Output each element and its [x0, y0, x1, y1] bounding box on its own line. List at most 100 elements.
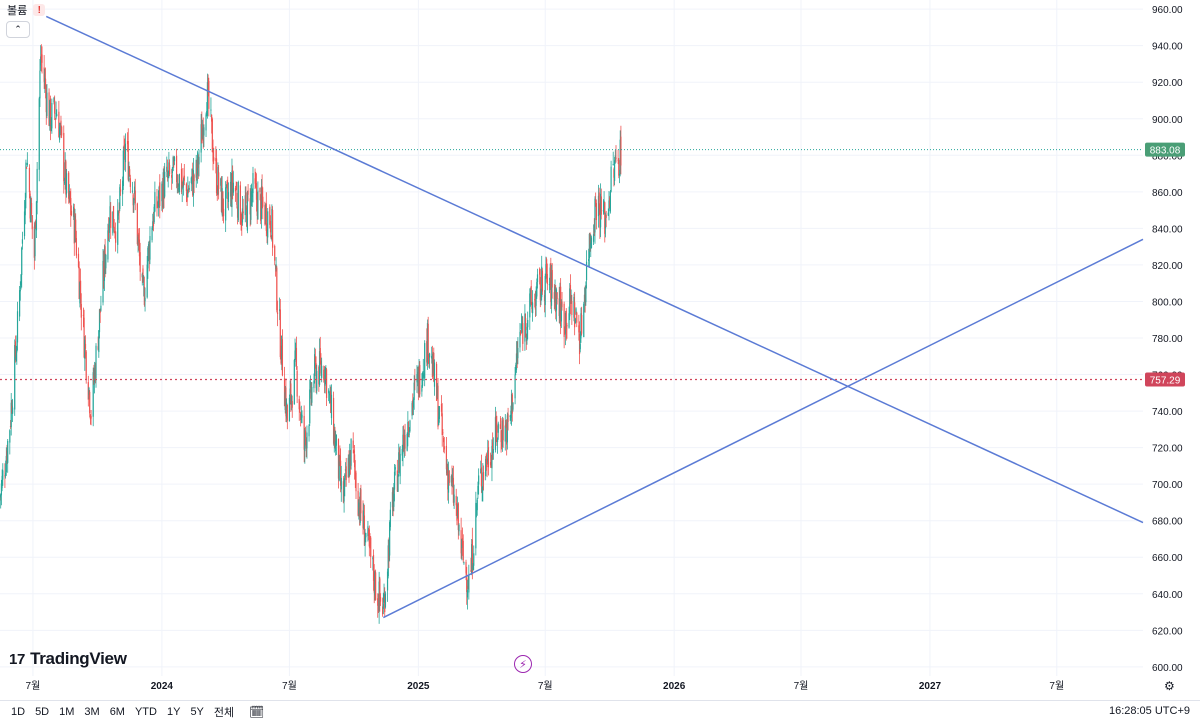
range-1d-button[interactable]: 1D — [11, 705, 26, 718]
x-tick-label: 2025 — [407, 681, 430, 692]
candle-body — [360, 489, 362, 514]
candle-body — [605, 214, 607, 218]
candle-body — [197, 157, 199, 168]
candle-body — [411, 403, 413, 416]
candle-body — [539, 269, 541, 275]
candle-body — [72, 206, 75, 217]
settings-gear-icon[interactable]: ⚙︎ — [1164, 679, 1175, 693]
candle-body — [576, 312, 578, 323]
candle-body — [363, 515, 366, 546]
candle-body — [553, 292, 555, 300]
candle-body — [21, 239, 24, 244]
candle-body — [75, 238, 77, 256]
candle-body — [227, 192, 230, 202]
range-1m-button[interactable]: 1M — [59, 705, 75, 718]
candle-body — [94, 367, 96, 381]
candle-body — [548, 284, 551, 286]
candle-body — [119, 189, 122, 192]
y-tick-label: 780.00 — [1152, 334, 1183, 345]
candle-body — [196, 162, 198, 176]
candle-body — [187, 188, 189, 198]
candle-body — [564, 333, 566, 335]
candle-body — [490, 461, 492, 468]
candle-body — [232, 170, 234, 189]
candle-body — [485, 458, 487, 477]
range-5y-button[interactable]: 5Y — [190, 705, 204, 718]
range-ytd-button[interactable]: YTD — [134, 705, 157, 718]
candle-body — [507, 413, 509, 423]
candle-body — [284, 392, 286, 411]
candle-body — [431, 358, 433, 377]
candle-body — [49, 98, 52, 131]
candle-body — [456, 508, 458, 521]
exclamation-icon[interactable]: ! — [33, 4, 46, 16]
candle-body — [172, 157, 174, 171]
tradingview-logo[interactable]: 17 TradingView — [9, 649, 127, 669]
candle-body — [161, 185, 164, 208]
candle-body — [65, 161, 67, 195]
candle-body — [173, 162, 175, 164]
candle-body — [457, 504, 459, 518]
candle-body — [241, 208, 244, 223]
candle-body — [89, 391, 91, 414]
candle-body — [35, 201, 38, 231]
candle-body — [63, 132, 65, 182]
range-3m-button[interactable]: 3M — [84, 705, 100, 718]
candle-body — [148, 246, 150, 260]
candle-body — [414, 379, 416, 381]
candle-body — [49, 100, 51, 126]
candle-body — [433, 352, 435, 382]
candle-body — [407, 422, 409, 438]
lightning-icon[interactable]: ⚡︎ — [514, 655, 532, 673]
candle-body — [271, 209, 273, 239]
candle-body — [383, 594, 385, 602]
price-labels: 883.08 757.29 — [1145, 142, 1185, 387]
candle-body — [318, 351, 321, 385]
candle-body — [468, 575, 470, 593]
candle-body — [98, 309, 101, 333]
collapse-button[interactable]: ⌃ — [6, 21, 30, 38]
candle-body — [257, 190, 259, 220]
candle-body — [447, 474, 450, 493]
candle-body — [391, 492, 394, 508]
candle-body — [534, 299, 536, 301]
candle-body — [522, 323, 524, 344]
candle-body — [304, 430, 306, 452]
range-5d-button[interactable]: 5D — [35, 705, 50, 718]
candle-body — [344, 469, 347, 471]
range-all-button[interactable]: 전체 — [213, 706, 235, 719]
candle-body — [427, 323, 429, 358]
range-1y-button[interactable]: 1Y — [166, 705, 181, 718]
candle-body — [319, 348, 321, 362]
candle-body — [473, 553, 475, 566]
candle-body — [7, 440, 9, 463]
candle-body — [373, 576, 375, 593]
candle-body — [280, 354, 282, 364]
candle-body — [515, 364, 517, 370]
candle-body — [133, 186, 136, 194]
candle-body — [215, 157, 217, 162]
candle-body — [472, 565, 474, 570]
calendar-range-icon[interactable]: 🗓︎ — [249, 704, 265, 719]
candle-body — [161, 183, 163, 202]
drawings[interactable] — [0, 15, 1144, 619]
candle-body — [619, 139, 621, 171]
candle-body — [279, 309, 281, 312]
candle-body — [435, 363, 438, 401]
price-chart[interactable]: 960.00 940.00 920.00 900.00 880.00 860.00 840.… — [0, 0, 1200, 700]
candle-body — [44, 78, 46, 83]
candle-body — [157, 203, 159, 206]
candle-body — [529, 289, 532, 298]
volume-label: 볼륨 — [7, 5, 28, 17]
candle-body — [55, 113, 57, 119]
candle-body — [367, 526, 369, 537]
candle-body — [343, 485, 345, 502]
candle-body — [574, 318, 576, 324]
range-6m-button[interactable]: 6M — [109, 705, 125, 718]
candle-body — [321, 365, 323, 378]
clock-display[interactable]: 16:28:05 UTC+9 — [1108, 705, 1190, 717]
candle-body — [308, 425, 310, 437]
candle-body — [489, 462, 492, 466]
candle-body — [426, 341, 428, 363]
candle-body — [535, 291, 537, 306]
